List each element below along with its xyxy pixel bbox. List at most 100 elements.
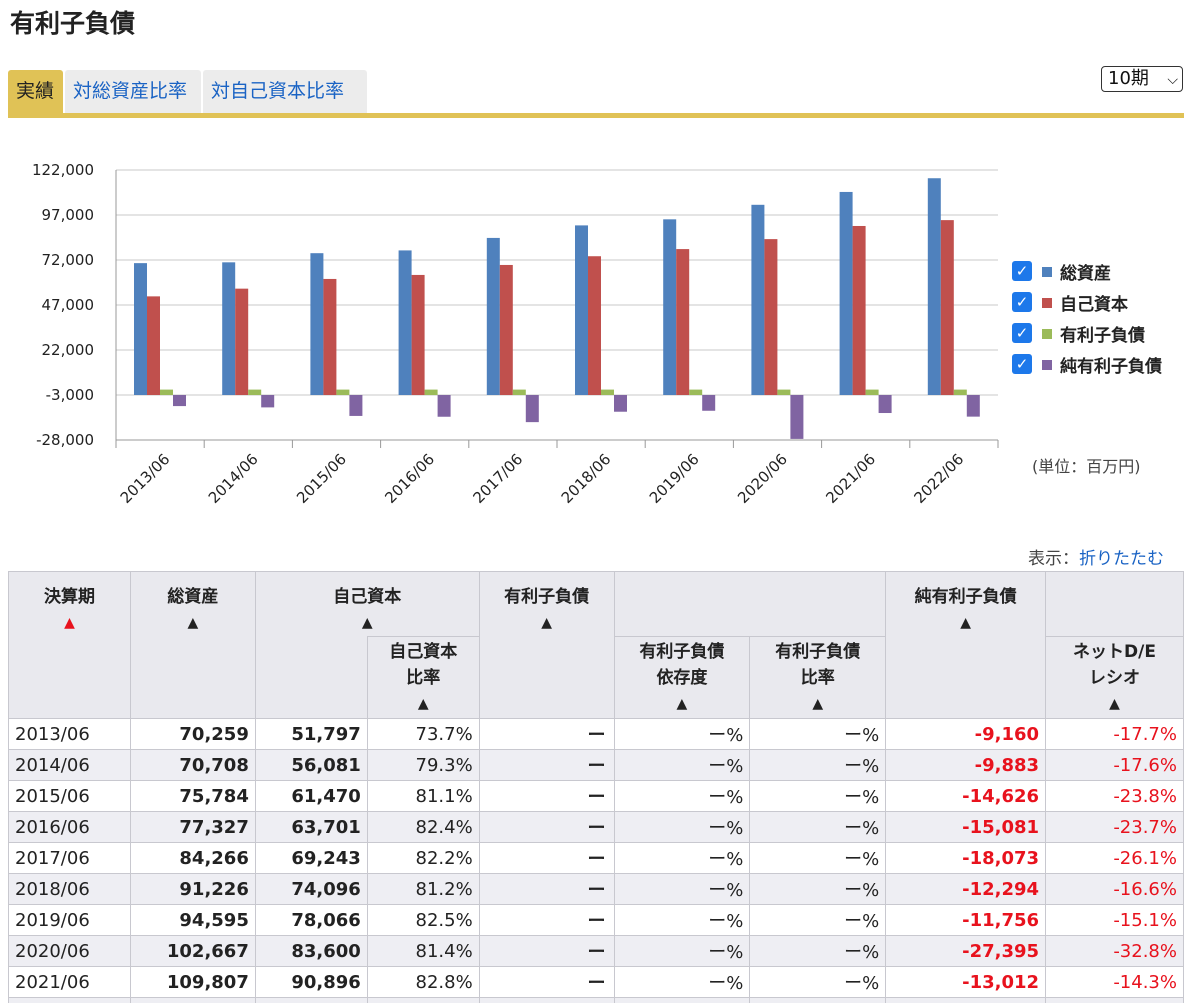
cell-total-assets: 70,259 [129,718,256,750]
unit-note: (単位：百万円) [1032,457,1141,476]
period-select-value: 10期 [1108,68,1149,89]
page-title: 有利子負債 [10,9,136,38]
cell-equity: 51,797 [254,718,368,750]
header-total-assets[interactable]: 総資産 ▲ [129,571,256,719]
chart-legend: ✓ 総資産 ✓ 自己資本 ✓ 有利子負債 ✓ 純有利子負債 [1012,258,1192,382]
cell-equity-ratio: 79.3% [366,749,480,781]
legend-item-debt[interactable]: ✓ 有利子負債 [1012,320,1192,351]
cell-debt: ー [478,966,615,998]
header-net-de[interactable]: ネットD/E レシオ ▲ [1045,636,1184,719]
tab-total-assets-ratio[interactable]: 対総資産比率 [65,70,201,113]
cell-net-de: -17.6% [1045,749,1184,781]
cell-total-assets: 77,327 [129,811,256,843]
data-table: 決算期 ▲ 総資産 ▲ 自己資本 ▲ 有利子負債 ▲ 純有利子負債 ▲ 自己資本 比率 ▲ 有… [8,571,1184,1003]
cell-equity: 74,096 [254,873,368,905]
cell-period: 2016/06 [8,811,131,843]
bar-equity [411,274,425,395]
legend-swatch [1042,267,1052,277]
cell-debt: ー [478,718,615,750]
cell-equity-ratio: 82.5% [366,904,480,936]
bar-net-debt [173,395,186,407]
cell-period: 2018/06 [8,873,131,905]
sort-asc-icon[interactable]: ▲ [64,615,75,631]
bar-debt [689,389,703,395]
cell-equity-ratio: 81.4% [366,935,480,967]
bar-total-assets [310,253,324,395]
display-toggle-label: 表示： [1028,549,1079,569]
bar-equity [852,225,866,395]
period-select[interactable]: 10期 ⌵ [1101,66,1183,92]
checkbox-icon[interactable]: ✓ [1012,261,1032,281]
bar-net-debt [790,395,804,439]
table-row: 2016/06 77,327 63,701 82.4% ーー% ー% -15,081 -23.… [8,811,1184,843]
cell-total-assets: 109,807 [129,966,256,998]
cell-debt: ー [478,904,615,936]
header-equity[interactable]: 自己資本 ▲ [254,571,480,637]
bar-net-debt [966,395,980,417]
bar-net-debt [614,395,627,412]
sort-icon[interactable]: ▲ [960,615,971,631]
cell-debt: ー [478,997,615,1003]
bar-total-assets [486,237,500,395]
sort-icon[interactable]: ▲ [676,696,688,712]
legend-label: 総資産 [1060,264,1111,284]
sort-icon[interactable]: ▲ [187,615,199,631]
cell-debt: ー [478,749,615,781]
checkbox-icon[interactable]: ✓ [1012,354,1032,374]
header-debt[interactable]: 有利子負債 ▲ [478,571,615,719]
bar-debt [160,389,173,395]
cell-debt-ratio: ー% [749,904,887,936]
tab-actual[interactable]: 実績 [8,70,63,113]
cell-debt-dependence: ー% [613,780,751,812]
cell-debt-dependence: ー% [613,966,751,998]
header-debt-dependence[interactable]: 有利子負債 依存度 ▲ [613,636,751,719]
checkbox-icon[interactable]: ✓ [1012,323,1032,343]
legend-item-net-debt[interactable]: ✓ 純有利子負債 [1012,351,1192,382]
header-net-debt[interactable]: 純有利子負債 ▲ [885,571,1047,719]
cell-debt-dependence: ー% [613,935,751,967]
sort-icon[interactable]: ▲ [361,615,373,631]
x-tick-label: 2017/06 [470,450,527,507]
bar-debt [248,389,262,395]
checkbox-icon[interactable]: ✓ [1012,292,1032,312]
cell-debt-dependence: ー% [613,811,751,843]
cell-period: 2019/06 [8,904,131,936]
sort-icon[interactable]: ▲ [1109,696,1120,712]
tab-underline [8,113,1184,118]
header-equity-ratio[interactable]: 自己資本 比率 ▲ [366,636,480,719]
cell-equity-ratio: 82.2% [366,842,480,874]
sort-icon[interactable]: ▲ [541,615,553,631]
legend-item-total-assets[interactable]: ✓ 総資産 [1012,258,1192,289]
cell-equity: 69,243 [254,842,368,874]
y-tick-label: -28,000 [36,431,94,449]
sort-icon[interactable]: ▲ [417,696,429,712]
bar-debt [777,389,791,395]
bar-equity [323,278,337,395]
header-debt-ratio[interactable]: 有利子負債 比率 ▲ [749,636,887,719]
cell-debt-ratio: ー% [749,811,887,843]
sort-icon[interactable]: ▲ [812,696,824,712]
cell-net-de: -16.0% [1045,997,1184,1003]
legend-swatch [1042,329,1052,339]
cell-debt-ratio: ー% [749,718,887,750]
cell-equity-ratio: 81.2% [366,873,480,905]
header-net-de-top [1045,571,1184,637]
cell-debt-ratio: ー% [749,873,887,905]
header-period[interactable]: 決算期 ▲ [8,571,131,719]
x-tick-label: 2020/06 [734,450,791,507]
tab-equity-ratio[interactable]: 対自己資本比率 [203,70,367,113]
bar-debt [953,389,967,395]
collapse-link[interactable]: 折りたたむ [1079,549,1164,569]
legend-item-equity[interactable]: ✓ 自己資本 [1012,289,1192,320]
bar-total-assets [663,219,677,395]
bar-total-assets [222,262,236,395]
bar-debt [336,389,350,395]
cell-equity: 90,896 [254,966,368,998]
table-row: 2020/06 102,667 83,600 81.4% ーー% ー% -27,395 -32… [8,935,1184,967]
cell-equity: 94,154 [254,997,368,1003]
x-tick-label: 2021/06 [822,450,879,507]
bar-total-assets [839,191,853,395]
table-row: 2017/06 84,266 69,243 82.2% ーー% ー% -18,073 -26.… [8,842,1184,874]
y-tick-label: 72,000 [42,251,95,269]
cell-equity-ratio: 73.7% [366,718,480,750]
